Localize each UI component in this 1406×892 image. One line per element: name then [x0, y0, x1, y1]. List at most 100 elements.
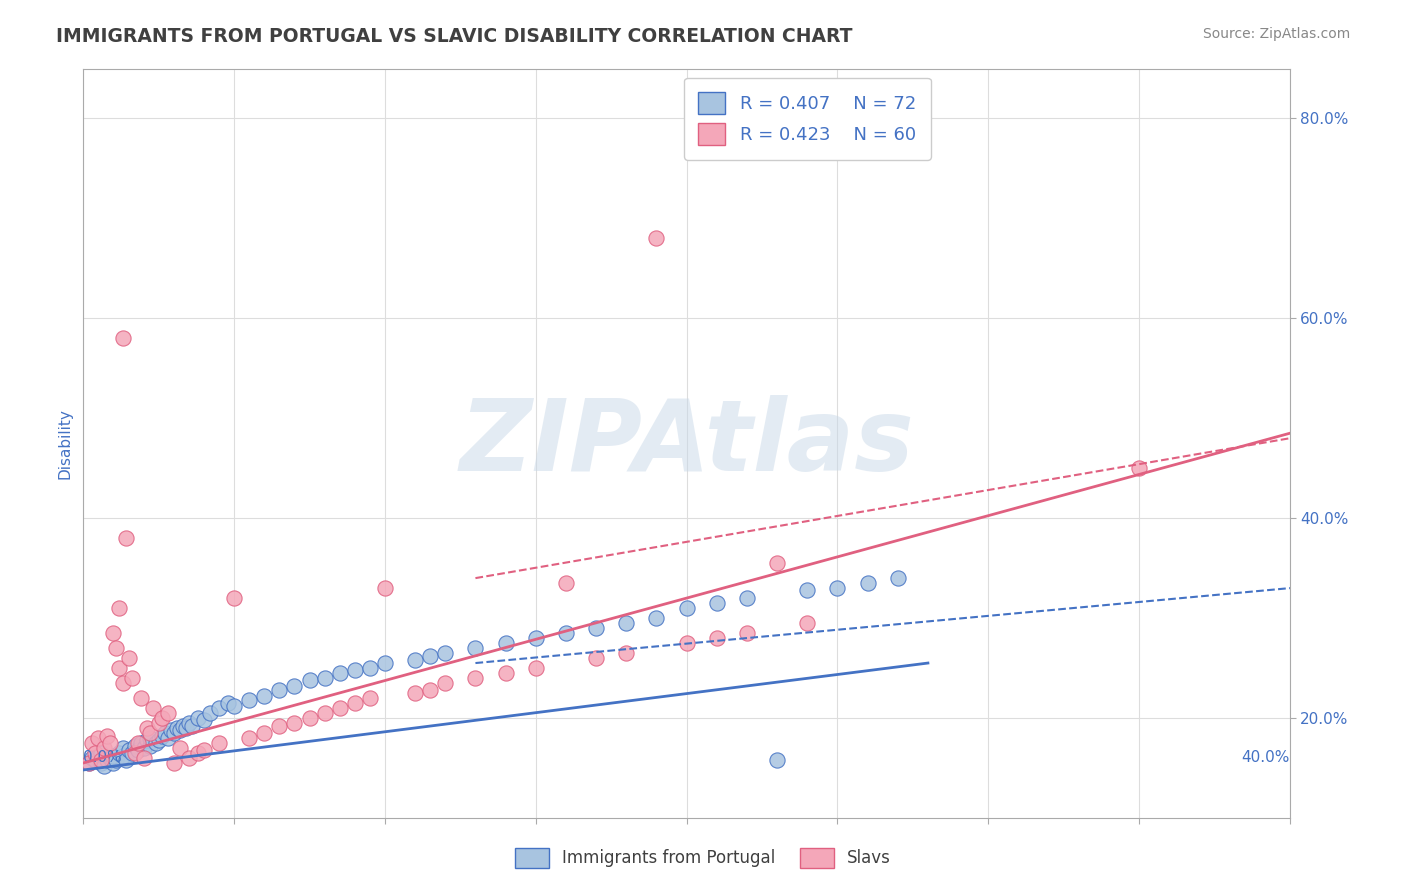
Point	[224, 591, 246, 606]
Point	[121, 671, 143, 685]
Point	[114, 753, 136, 767]
Point	[298, 673, 321, 687]
Point	[108, 601, 131, 615]
Point	[314, 671, 336, 685]
Point	[135, 721, 157, 735]
Point	[90, 753, 112, 767]
Point	[298, 711, 321, 725]
Point	[96, 729, 118, 743]
Point	[253, 726, 276, 740]
Point	[343, 663, 366, 677]
Point	[138, 739, 160, 753]
Point	[87, 749, 110, 764]
Point	[343, 696, 366, 710]
Point	[180, 719, 202, 733]
Point	[224, 698, 246, 713]
Point	[856, 576, 879, 591]
Point	[142, 701, 165, 715]
Point	[796, 583, 818, 598]
Point	[329, 701, 352, 715]
Point	[105, 641, 128, 656]
Point	[283, 679, 305, 693]
Point	[404, 653, 426, 667]
Point	[114, 531, 136, 545]
Point	[404, 686, 426, 700]
Point	[108, 746, 131, 760]
Point	[419, 683, 441, 698]
Point	[374, 656, 396, 670]
Point	[129, 691, 152, 706]
Text: IMMIGRANTS FROM PORTUGAL VS SLAVIC DISABILITY CORRELATION CHART: IMMIGRANTS FROM PORTUGAL VS SLAVIC DISAB…	[56, 27, 853, 45]
Point	[187, 711, 209, 725]
Point	[90, 746, 112, 760]
Point	[127, 743, 149, 757]
Point	[1128, 461, 1150, 475]
Text: ZIPAtlas: ZIPAtlas	[460, 395, 914, 491]
Point	[253, 689, 276, 703]
Point	[156, 706, 179, 720]
Point	[82, 736, 104, 750]
Point	[87, 731, 110, 745]
Point	[121, 746, 143, 760]
Point	[79, 756, 101, 770]
Point	[675, 601, 697, 615]
Point	[117, 651, 139, 665]
Point	[153, 726, 176, 740]
Point	[111, 741, 134, 756]
Point	[524, 661, 547, 675]
Point	[495, 636, 517, 650]
Point	[329, 666, 352, 681]
Point	[766, 556, 789, 570]
Point	[135, 733, 157, 747]
Point	[555, 576, 578, 591]
Point	[169, 723, 191, 737]
Point	[706, 596, 728, 610]
Point	[166, 721, 188, 735]
Point	[238, 693, 260, 707]
Point	[314, 706, 336, 720]
Point	[645, 231, 668, 245]
Point	[148, 733, 170, 747]
Point	[163, 756, 186, 770]
Point	[464, 641, 486, 656]
Point	[156, 731, 179, 745]
Point	[524, 631, 547, 645]
Point	[238, 731, 260, 745]
Point	[735, 626, 758, 640]
Point	[84, 753, 107, 767]
Point	[82, 751, 104, 765]
Point	[84, 746, 107, 760]
Point	[172, 719, 194, 733]
Point	[614, 646, 637, 660]
Text: 40.0%: 40.0%	[1241, 749, 1289, 764]
Point	[614, 616, 637, 631]
Point	[138, 726, 160, 740]
Point	[495, 666, 517, 681]
Point	[359, 661, 381, 675]
Point	[464, 671, 486, 685]
Point	[177, 716, 200, 731]
Point	[96, 753, 118, 767]
Point	[434, 646, 457, 660]
Point	[100, 751, 122, 765]
Point	[419, 648, 441, 663]
Point	[766, 753, 789, 767]
Point	[108, 661, 131, 675]
Point	[103, 749, 125, 764]
Point	[208, 701, 231, 715]
Point	[555, 626, 578, 640]
Point	[111, 749, 134, 764]
Point	[93, 759, 115, 773]
Point	[359, 691, 381, 706]
Point	[217, 696, 239, 710]
Text: Source: ZipAtlas.com: Source: ZipAtlas.com	[1202, 27, 1350, 41]
Point	[148, 716, 170, 731]
Legend: Immigrants from Portugal, Slavs: Immigrants from Portugal, Slavs	[509, 841, 897, 875]
Legend: R = 0.407    N = 72, R = 0.423    N = 60: R = 0.407 N = 72, R = 0.423 N = 60	[683, 78, 931, 160]
Point	[127, 736, 149, 750]
Point	[887, 571, 910, 585]
Point	[132, 741, 155, 756]
Point	[111, 331, 134, 345]
Point	[138, 731, 160, 745]
Point	[675, 636, 697, 650]
